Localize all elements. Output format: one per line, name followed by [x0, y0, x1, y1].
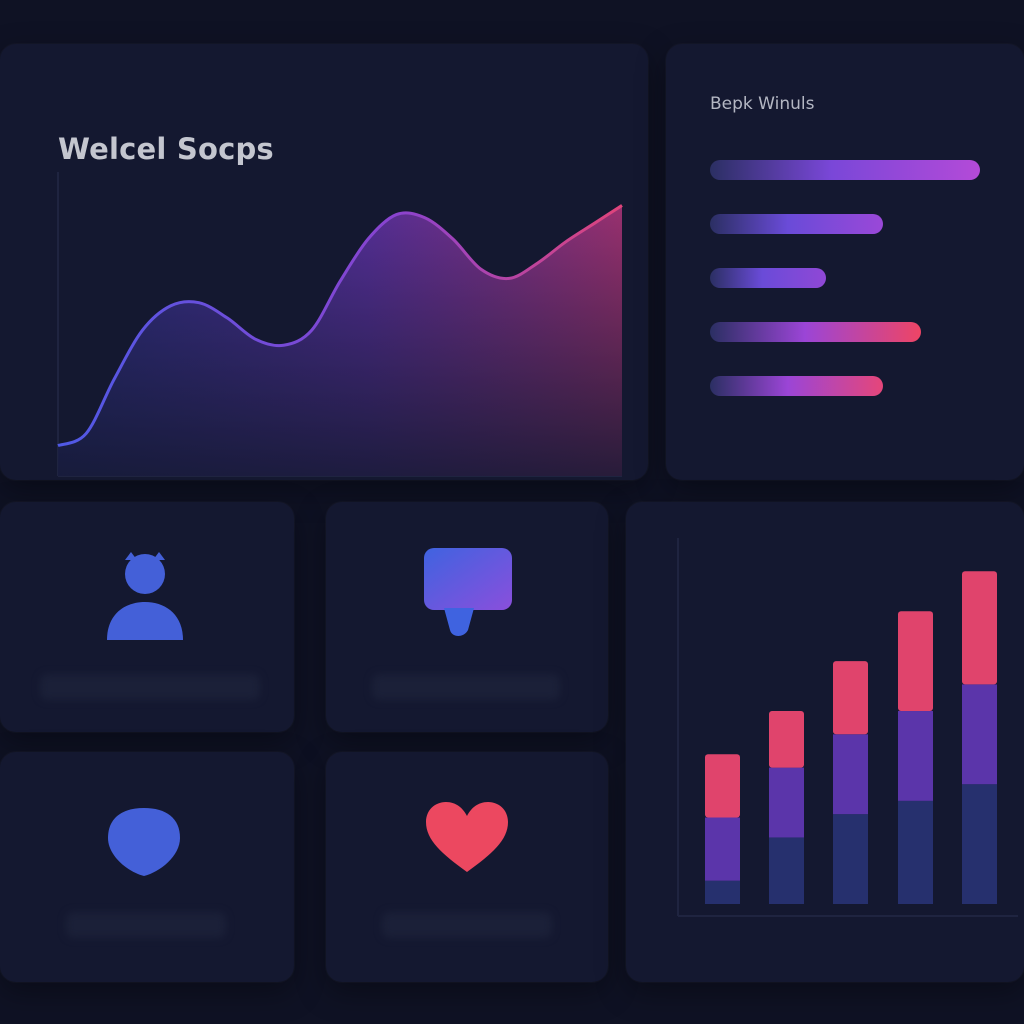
horizontal-bar — [710, 214, 883, 234]
heart-card-label — [382, 912, 552, 938]
horizontal-bar — [710, 160, 980, 180]
chat-card[interactable] — [326, 502, 608, 732]
stacked-bar-segment — [769, 767, 804, 838]
stacked-bar-segment — [705, 754, 740, 818]
chat-bubble-icon — [424, 548, 512, 636]
heart-icon — [426, 802, 508, 872]
stacked-bar-segment — [705, 880, 740, 904]
area-fade — [58, 205, 622, 476]
stacked-bar-segment — [962, 784, 997, 904]
stacked-bar-segment — [898, 611, 933, 712]
area-line — [57, 204, 623, 448]
stacked-bar-segment — [898, 800, 933, 904]
horizontal-bar — [710, 322, 921, 342]
horizontal-bar — [710, 376, 883, 396]
user-card-label — [40, 674, 260, 700]
stacked-bar-segment — [705, 817, 740, 881]
stacked-bar-chart — [677, 538, 1018, 917]
stacked-bar-segment — [769, 711, 804, 768]
stacked-bar-segment — [769, 837, 804, 904]
stacked-bar-segment — [962, 684, 997, 785]
page-title: Welcel Socps — [58, 132, 274, 166]
stacked-bar-segment — [833, 814, 868, 904]
heart-card[interactable] — [326, 752, 608, 982]
chat-card-label — [372, 674, 560, 700]
stacked-bar-segment — [833, 661, 868, 735]
user-card[interactable] — [0, 502, 294, 732]
shield-icon — [108, 808, 180, 876]
bars-card: Bepk Winuls — [666, 44, 1024, 480]
stacked-bar-segment — [898, 711, 933, 801]
main-chart-card: Welcel Socps — [0, 44, 648, 480]
stacked-bar-card — [626, 502, 1024, 982]
shield-card[interactable] — [0, 752, 294, 982]
area-chart — [57, 172, 623, 477]
stacked-bar-segment — [962, 571, 997, 685]
horizontal-bar — [710, 268, 827, 288]
user-icon — [107, 552, 183, 640]
stacked-bar-segment — [833, 734, 868, 815]
shield-card-label — [66, 912, 226, 938]
bars-card-title: Bepk Winuls — [710, 94, 815, 114]
